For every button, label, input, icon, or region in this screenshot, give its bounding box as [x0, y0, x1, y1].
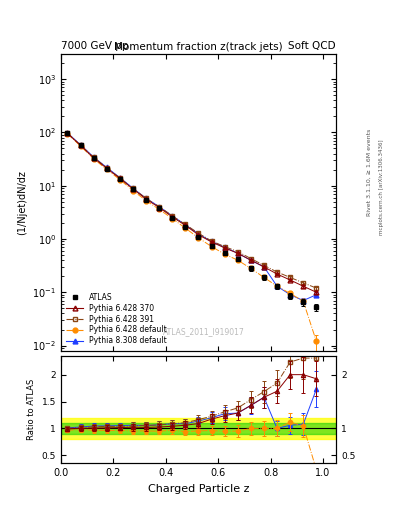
Text: 7000 GeV pp: 7000 GeV pp — [61, 41, 129, 51]
Text: Soft QCD: Soft QCD — [288, 41, 336, 51]
Bar — [61, 418, 336, 439]
Bar — [61, 423, 336, 434]
Legend: ATLAS, Pythia 6.428 370, Pythia 6.428 391, Pythia 6.428 default, Pythia 8.308 de: ATLAS, Pythia 6.428 370, Pythia 6.428 39… — [65, 291, 169, 347]
Text: ATLAS_2011_I919017: ATLAS_2011_I919017 — [163, 327, 245, 336]
Y-axis label: Ratio to ATLAS: Ratio to ATLAS — [27, 379, 36, 440]
Title: Momentum fraction z(track jets): Momentum fraction z(track jets) — [114, 41, 283, 52]
Text: Rivet 3.1.10, ≥ 1.6M events: Rivet 3.1.10, ≥ 1.6M events — [367, 129, 372, 216]
X-axis label: Charged Particle z: Charged Particle z — [148, 484, 249, 494]
Text: mcplots.cern.ch [arXiv:1306.3436]: mcplots.cern.ch [arXiv:1306.3436] — [379, 140, 384, 235]
Y-axis label: (1/Njet)dN/dz: (1/Njet)dN/dz — [17, 170, 27, 234]
